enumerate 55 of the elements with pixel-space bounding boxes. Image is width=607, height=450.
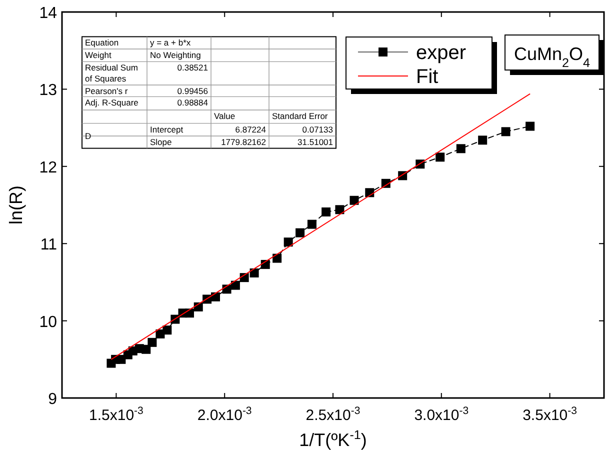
annotation: 1779.82162 xyxy=(221,137,266,147)
point xyxy=(456,144,466,154)
annotation: Residual Sum of Squares xyxy=(85,62,138,84)
point xyxy=(284,238,293,247)
legend-label: exper xyxy=(416,42,466,64)
point xyxy=(501,127,510,136)
point xyxy=(162,326,172,335)
x-axis-title: 1/T(ºK$^{-1}$) xyxy=(299,428,367,450)
point xyxy=(335,205,344,214)
annotation: 31.51001 xyxy=(298,137,334,147)
y-tick-label: 13 xyxy=(39,82,58,100)
annotation: Equation xyxy=(85,38,119,48)
annotation: Intercept xyxy=(150,124,184,134)
annotation: 0.07133 xyxy=(302,124,334,134)
annotation: 0.38521 xyxy=(177,62,208,73)
x-tick-label: 2.0x10$^{-3}$ xyxy=(197,405,252,424)
point xyxy=(230,280,240,290)
annotation: 0.99456 xyxy=(177,86,208,96)
y-tick-label: 10 xyxy=(39,314,58,331)
x-tick-label: 1.5x10$^{-3}$ xyxy=(89,405,144,424)
annotation: y = a + b*x xyxy=(150,38,192,48)
y-tick-label: 9 xyxy=(48,391,58,408)
point xyxy=(296,228,305,238)
point xyxy=(148,338,157,347)
annotation: Standard Error xyxy=(272,111,328,121)
legend-label: Fit xyxy=(416,66,439,88)
point xyxy=(478,136,488,145)
point xyxy=(142,344,151,354)
point xyxy=(184,308,194,318)
point xyxy=(250,268,259,278)
y-tick-label: 11 xyxy=(40,236,58,254)
point xyxy=(307,220,316,229)
annotation: CuMn$_{2}$O$_{4}$ xyxy=(514,44,590,70)
annotation: Pearson's r xyxy=(85,86,128,96)
annotation: 0.98884 xyxy=(177,98,208,108)
annotation: Value xyxy=(214,111,236,121)
annotation: Weight xyxy=(85,50,112,60)
x-tick-label: 3.5x10$^{-3}$ xyxy=(522,405,578,424)
annotation: Adj. R-Square xyxy=(85,98,139,108)
y-tick-label: 12 xyxy=(39,159,58,176)
y-tick-label: 14 xyxy=(39,5,58,22)
point xyxy=(210,292,220,302)
point xyxy=(526,122,535,131)
point xyxy=(350,196,359,205)
annotation: 6.87224 xyxy=(235,124,266,134)
annotation: No Weighting xyxy=(150,50,202,60)
point xyxy=(365,188,374,198)
annotation: D xyxy=(85,130,92,141)
point xyxy=(322,207,331,216)
point xyxy=(272,254,282,263)
x-tick-label: 3.0x10$^{-3}$ xyxy=(414,405,469,424)
point xyxy=(436,152,445,162)
annotation: Slope xyxy=(150,137,172,147)
y-axis-title: ln(R) xyxy=(6,186,26,224)
x-tick-label: 2.5x10$^{-3}$ xyxy=(306,405,360,424)
